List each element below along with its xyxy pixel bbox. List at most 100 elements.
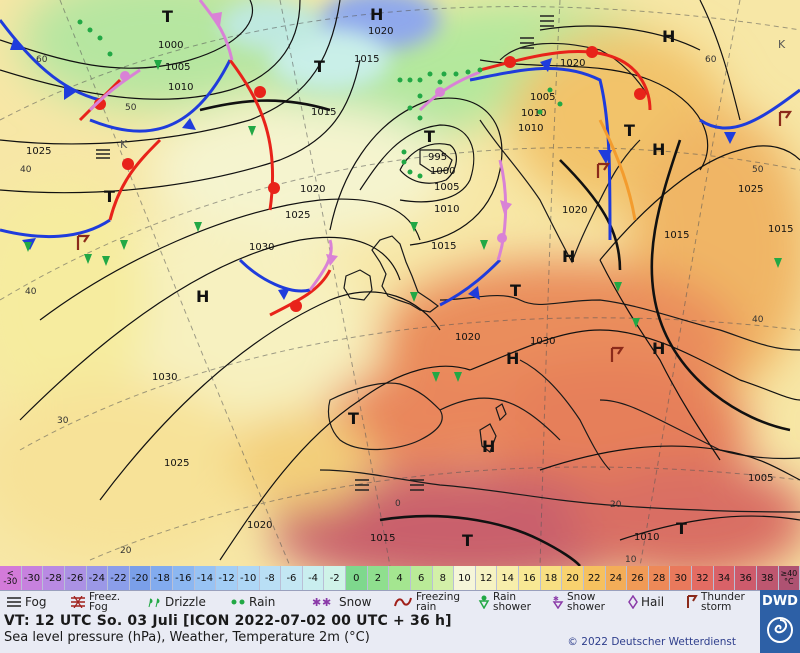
pressure-label: 1010 <box>521 108 546 119</box>
color-scale-swatch: -10 <box>237 566 260 590</box>
low-centre-marker: T <box>314 57 325 76</box>
pressure-label: 1015 <box>370 533 395 544</box>
pressure-labels: 1000 1005 1010 1015 1020 1025 1030 1015 … <box>26 26 793 544</box>
legend-freezing-rain-label: Freezing rain <box>416 591 461 613</box>
pressure-label: 1030 <box>530 336 555 347</box>
legend-thunderstorm: Thunder storm <box>686 591 749 613</box>
color-scale-swatch: 12 <box>475 566 498 590</box>
color-scale-swatch: 14 <box>497 566 519 590</box>
color-scale-swatch: -16 <box>173 566 195 590</box>
map-footer: VT: 12 UTC So. 03 Juli [ICON 2022-07-02 … <box>0 612 760 653</box>
color-scale-swatch: 2 <box>367 566 390 590</box>
pressure-label: 1015 <box>664 230 689 241</box>
pressure-label: 1010 <box>634 532 659 543</box>
rain-icon <box>230 596 246 608</box>
color-scale-swatch: -14 <box>194 566 217 590</box>
lat-label: 50 <box>125 103 137 113</box>
shower-symbols <box>24 60 782 382</box>
cold-front-teeth <box>10 38 736 300</box>
lat-label: 60 <box>36 55 48 65</box>
dwd-logo: DWD <box>760 590 800 653</box>
color-scale-swatch: 10 <box>454 566 476 590</box>
color-scale-swatch: -20 <box>129 566 152 590</box>
high-centre-marker: H <box>662 27 675 46</box>
pressure-label: 1000 <box>430 166 455 177</box>
weather-map: 1000 1005 1010 1015 1020 1025 1030 1015 … <box>0 0 800 566</box>
snow-shower-icon: ✱ <box>552 595 564 609</box>
legend-freezing-fog: Freez. Fog <box>70 591 125 613</box>
low-centre-marker: T <box>104 187 115 206</box>
color-scale-swatch: 20 <box>562 566 584 590</box>
color-scale-swatch: -6 <box>281 566 303 590</box>
lat-label: 50 <box>752 165 764 175</box>
legend-snow: ✱ ✱ Snow <box>312 591 371 613</box>
color-scale-swatch: -30 <box>21 566 44 590</box>
pressure-label: 1005 <box>530 92 555 103</box>
color-scale-swatch: 36 <box>735 566 757 590</box>
coastlines <box>319 42 800 513</box>
color-scale-swatch: -18 <box>151 566 173 590</box>
lat-label: 60 <box>705 55 717 65</box>
pressure-label: 1030 <box>249 242 274 253</box>
color-scale-swatch: -12 <box>216 566 238 590</box>
lat-label: 10 <box>625 555 637 565</box>
color-scale-swatch: -26 <box>64 566 87 590</box>
legend-drizzle: Drizzle <box>146 591 206 613</box>
pressure-label: 1020 <box>300 184 325 195</box>
pressure-label: 1020 <box>560 58 585 69</box>
low-centre-marker: T <box>624 121 635 140</box>
color-scale-swatch: 6 <box>410 566 433 590</box>
freezing-fog-icon <box>70 596 86 608</box>
lat-label: 20 <box>120 546 132 556</box>
legend-rain-shower-label: Rain shower <box>493 591 531 613</box>
pressure-label: 1005 <box>434 182 459 193</box>
occlusions <box>88 0 508 291</box>
color-scale-swatch: 4 <box>389 566 411 590</box>
high-centre-marker: H <box>652 339 665 358</box>
legend-snow-label: Snow <box>339 595 372 609</box>
color-scale-swatch: 0 <box>346 566 368 590</box>
pressure-label: 1015 <box>431 241 456 252</box>
drizzle-icon <box>146 596 162 608</box>
color-scale-swatch: -2 <box>324 566 346 590</box>
color-scale-swatch: 30 <box>670 566 692 590</box>
pressure-label: 1010 <box>168 82 193 93</box>
storm-centre-markers: K K <box>120 38 786 151</box>
color-scale-swatch: -22 <box>108 566 130 590</box>
storm-marker: K <box>120 138 128 151</box>
pressure-label: 1015 <box>311 107 336 118</box>
low-centre-marker: T <box>424 127 435 146</box>
pressure-label: 1020 <box>562 205 587 216</box>
pressure-label: 995 <box>428 152 447 163</box>
trough-line <box>598 119 637 221</box>
legend-freezing-rain: Freezing rain <box>393 591 468 613</box>
occlusion-markers <box>120 12 512 266</box>
forecast-valid-time: VT: 12 UTC So. 03 Juli [ICON 2022-07-02 … <box>4 613 452 629</box>
pressure-label: 1000 <box>158 40 183 51</box>
pressure-label: 1030 <box>152 372 177 383</box>
pressure-label: 1025 <box>738 184 763 195</box>
low-centre-marker: T <box>510 281 521 300</box>
legend-hail-label: Hail <box>641 595 665 609</box>
pressure-label: 1020 <box>247 520 272 531</box>
color-scale-swatch: -28 <box>43 566 65 590</box>
weather-legend: Fog Freez. Fog Drizzle Rain ✱ ✱ Snow Free… <box>0 590 760 613</box>
lat-labels: 60 50 40 40 30 20 60 50 40 20 10 0 <box>20 55 764 565</box>
legend-fog: Fog <box>6 591 46 613</box>
color-scale-swatch: -4 <box>302 566 325 590</box>
legend-drizzle-label: Drizzle <box>165 595 206 609</box>
legend-snow-shower: ✱ Snow shower <box>552 591 611 613</box>
legend-fog-label: Fog <box>25 595 47 609</box>
pressure-label: 1025 <box>164 458 189 469</box>
lat-label: 40 <box>20 165 32 175</box>
legend-rain-label: Rain <box>249 595 276 609</box>
lat-label: 20 <box>610 500 622 510</box>
legend-hail: Hail <box>628 591 664 613</box>
isobars <box>0 0 800 561</box>
freezing-rain-icon <box>393 596 413 608</box>
low-centre-marker: T <box>348 409 359 428</box>
pressure-label: 1010 <box>434 204 459 215</box>
lat-label: 30 <box>57 416 69 426</box>
temperature-color-scale: < -30 -30 -28 -26 -24 -22 -20 -18 -16 -14 -12 -10 -8… <box>0 566 800 590</box>
pressure-label: 1005 <box>165 62 190 73</box>
